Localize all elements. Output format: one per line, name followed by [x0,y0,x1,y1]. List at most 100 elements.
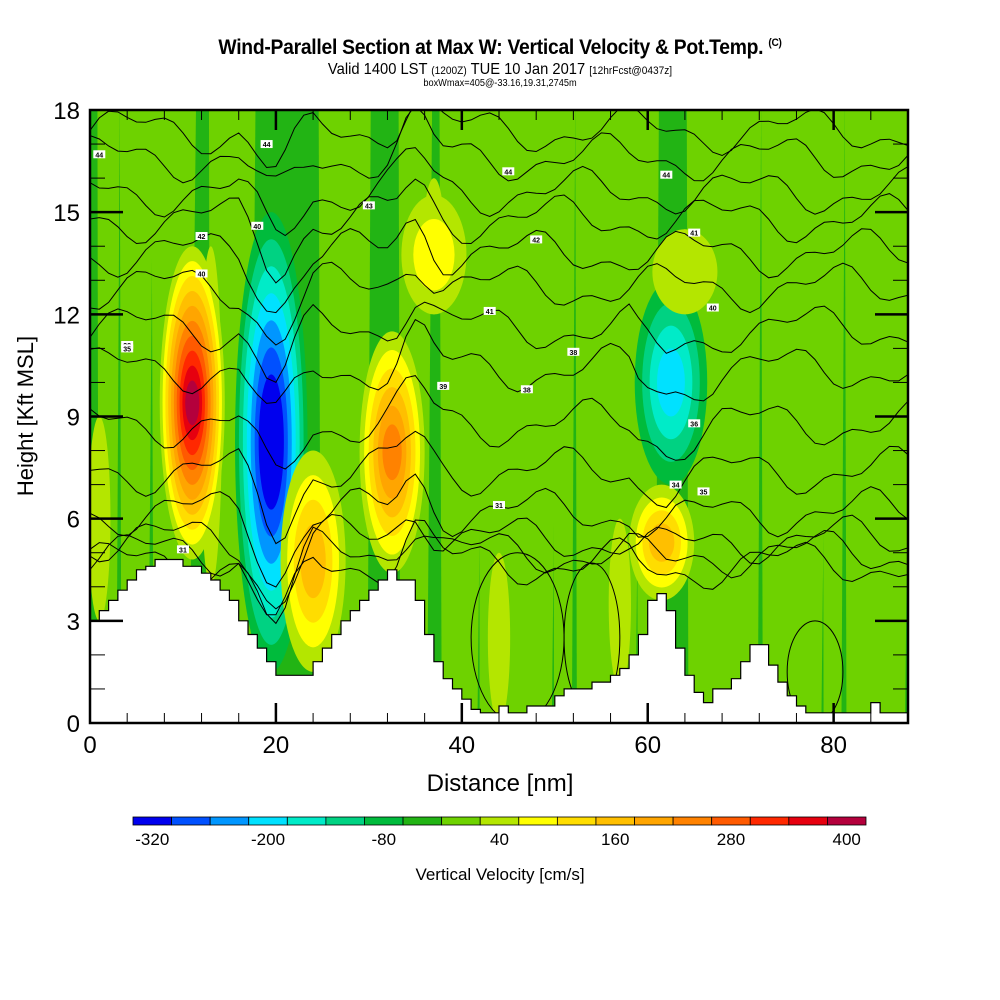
contour-label: 44 [95,152,103,159]
contour-label-box [520,385,533,394]
y-tick-label: 3 [67,609,80,636]
updraft-core [413,218,455,291]
y-tick-label: 0 [67,711,80,738]
colorbar-swatch [441,816,481,826]
contour-label: 40 [198,271,206,278]
colorbar-swatch [286,816,327,826]
contour-label: 39 [439,384,447,391]
x-tick-label: 40 [448,732,475,759]
contour-label-box [567,347,580,356]
updraft-core [300,524,326,599]
theta-contour [786,620,844,723]
colorbar-tick-label: 40 [490,830,509,849]
y-tick-label: 12 [53,302,80,329]
y-tick-label: 9 [67,405,80,432]
contour-label: 40 [253,224,261,231]
colorbar-swatch [595,816,635,826]
contour-label: 41 [690,231,698,238]
terrain-fill [90,558,908,723]
contour-label-box [688,228,701,237]
contour-label: 31 [495,503,503,510]
updraft-core [185,380,200,426]
contour-label-box [688,419,701,428]
colorbar-swatch [402,816,443,826]
updraft-core [652,229,718,315]
colorbar-swatch [132,816,172,826]
updraft-core [382,424,402,481]
colorbar-swatch [479,816,520,826]
theta-contour [90,318,908,404]
weak-updraft-region [738,110,762,723]
valid-time: Valid 1400 LST [327,61,428,78]
contour-label-box [502,167,515,176]
forecast-info: [12hrFcst@0437z] [589,65,673,77]
downdraft-core [262,401,280,483]
colorbar-swatch [711,816,751,826]
contour-label: 36 [690,421,698,428]
contour-label: 34 [672,483,680,490]
weak-updraft-region [783,110,829,723]
colorbar-swatch [672,816,713,826]
colorbar-swatch [364,816,404,826]
x-tick-label: 80 [820,732,847,759]
weak-updraft-region [513,110,559,723]
contour-label: 44 [263,142,271,149]
theta-contour [90,218,908,314]
y-tick-label: 15 [53,200,80,227]
contour-label-box [362,201,375,210]
theta-contour [90,526,908,625]
box-info: boxWmax=405@-33.16,19.31,2745m [423,78,577,89]
theta-contour [90,261,908,346]
colorbar-label: Vertical Velocity [cm/s] [415,865,584,884]
weak-updraft-core [487,552,511,723]
x-tick-label: 60 [634,732,661,759]
colorbar-tick-label: 400 [833,830,861,849]
x-tick-label: 20 [263,732,290,759]
axis-ticks [90,110,908,723]
theta-contour [90,110,908,184]
theta-contour [90,519,908,616]
valid-utc: (1200Z) [431,65,467,77]
y-axis-label: Height [Kft MSL] [13,336,38,496]
contour-label-box [697,487,710,496]
contour-label-box [493,501,505,510]
colorbar-swatch [248,816,288,826]
contour-label-box [260,140,273,149]
colorbar-tick-labels: -320 -200 -80 40 160 280 400 [135,830,861,849]
colorbar-swatch [518,816,558,826]
contour-label: 38 [569,350,577,357]
colorbar-tick-label: 160 [601,830,629,849]
contour-label: 35 [700,489,708,496]
weak-updraft-region [597,110,643,723]
x-tick-label: 0 [83,732,96,759]
x-axis-label: Distance [nm] [427,770,574,797]
colorbar-swatch [634,816,674,826]
contour-label-box [195,269,208,278]
terrain-profile [90,558,908,723]
contour-label-box [176,545,189,554]
contour-label-box [706,303,719,312]
theta-contour [90,301,908,383]
contour-label: 38 [523,387,531,394]
chart-title: Wind-Parallel Section at Max W: Vertical… [40,36,960,60]
contour-label: 43 [365,203,373,210]
weak-updraft-region [348,110,371,723]
colorbar-tick-label: -80 [371,830,396,849]
contour-label-box [437,381,450,390]
colorbar [132,816,867,826]
y-tick-label: 18 [53,98,80,125]
contour-label-box [483,306,496,315]
updraft-core [648,523,675,562]
weak-updraft-region [822,110,845,723]
contour-label-box [530,235,543,244]
theta-contour [90,430,908,545]
contour-label-box [660,170,673,179]
contour-label: 42 [532,237,540,244]
colorbar-swatch [556,816,597,826]
theta-contour [90,375,908,470]
chart-subtitle: Valid 1400 LST (1200Z) TUE 10 Jan 2017 [… [40,61,960,79]
theta-contour [90,178,908,284]
downdraft-core [657,348,685,417]
colorbar-swatch [788,816,828,826]
valid-date: TUE 10 Jan 2017 [470,61,586,78]
